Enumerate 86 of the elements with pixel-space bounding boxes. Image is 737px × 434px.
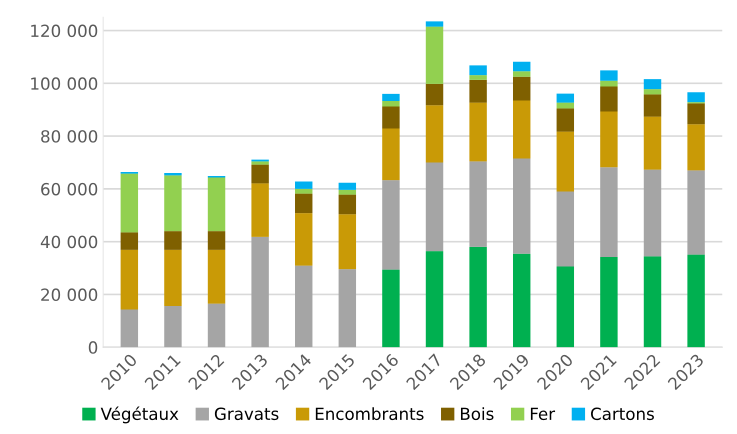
bar — [644, 256, 662, 348]
bar — [164, 250, 182, 306]
bar — [120, 250, 138, 310]
bar — [164, 231, 182, 250]
bar — [338, 269, 356, 348]
bar — [687, 170, 705, 255]
bar — [251, 183, 269, 237]
bar — [382, 106, 400, 128]
bar — [512, 76, 530, 100]
bar — [600, 167, 618, 257]
legend-label: Végétaux — [100, 406, 178, 424]
bar — [512, 254, 530, 348]
bar — [600, 70, 618, 81]
legend-label: Encombrants — [316, 407, 424, 420]
bar — [644, 116, 662, 170]
bar — [338, 182, 356, 190]
bar — [426, 251, 444, 348]
bar — [295, 266, 312, 348]
bar — [251, 236, 269, 348]
bar — [338, 214, 356, 270]
bar — [469, 102, 487, 162]
bar — [644, 79, 662, 90]
bar — [208, 250, 226, 304]
bar — [469, 80, 487, 103]
bar — [600, 256, 618, 348]
bar — [208, 304, 226, 348]
bar — [600, 86, 618, 112]
legend-label: Gravats — [214, 408, 278, 420]
bar — [426, 84, 444, 106]
legend-label: Cartons — [591, 408, 654, 420]
y-tick-label: 0 — [88, 341, 98, 354]
bar — [426, 162, 444, 252]
y-tick-label: 120 000 — [31, 24, 98, 38]
bar — [382, 101, 400, 107]
y-tick-label: 40 000 — [40, 236, 98, 248]
bar — [687, 92, 705, 102]
bar — [687, 124, 705, 170]
bar — [600, 80, 618, 86]
legend-label: Bois — [460, 407, 494, 420]
bar — [295, 213, 312, 266]
bar — [556, 132, 574, 192]
bar — [556, 108, 574, 132]
bar — [208, 231, 226, 250]
bar — [512, 71, 530, 77]
bar — [556, 94, 574, 103]
bar — [295, 181, 312, 189]
bar — [556, 266, 574, 348]
bar — [512, 100, 530, 159]
bar — [251, 164, 269, 184]
bar — [382, 270, 400, 348]
bar — [120, 309, 138, 348]
y-tick-label: 20 000 — [41, 288, 98, 301]
bar — [556, 102, 574, 108]
bar — [644, 170, 662, 256]
bar — [164, 306, 182, 348]
bar — [469, 75, 487, 80]
bar — [469, 161, 487, 247]
y-tick-label: 60 000 — [41, 182, 98, 196]
y-tick-label: 100 000 — [31, 77, 98, 90]
bar — [644, 89, 662, 94]
bar — [120, 232, 138, 250]
bar — [382, 128, 400, 180]
bar — [251, 161, 269, 165]
bar — [687, 103, 705, 124]
bar — [295, 194, 312, 214]
bar — [687, 254, 705, 348]
bar — [426, 105, 444, 162]
bar — [120, 174, 138, 232]
bar — [512, 158, 530, 254]
bar — [426, 26, 444, 84]
bar — [600, 112, 618, 168]
legend-label: Fer — [530, 408, 556, 420]
bar — [382, 180, 400, 270]
bar — [469, 246, 487, 348]
bar — [295, 188, 312, 194]
bar — [338, 194, 356, 214]
bar — [469, 65, 487, 76]
bar — [512, 62, 530, 72]
bar — [426, 21, 444, 27]
bar — [208, 178, 226, 232]
y-tick-label: 80 000 — [41, 130, 98, 143]
bar — [338, 190, 356, 195]
bar — [164, 175, 182, 232]
bar — [556, 192, 574, 266]
bar — [644, 94, 662, 117]
bar — [382, 94, 400, 102]
